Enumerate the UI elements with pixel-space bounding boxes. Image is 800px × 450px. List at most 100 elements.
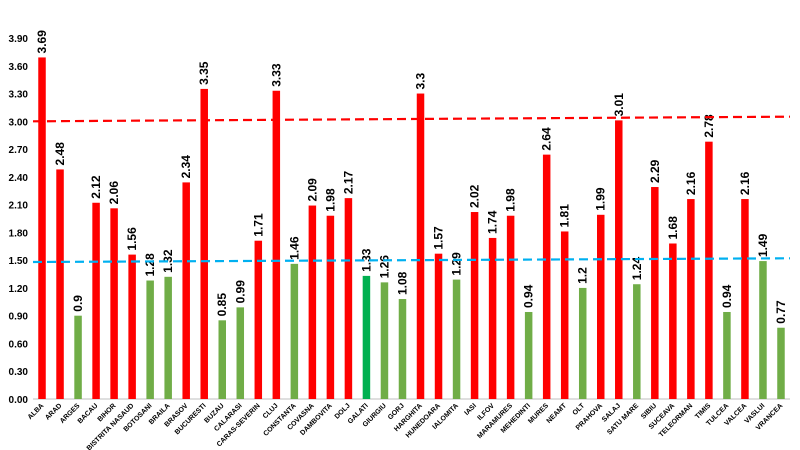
data-label: 2.34 [179, 155, 193, 179]
data-label: 1.98 [504, 188, 518, 212]
data-label: 2.64 [540, 127, 554, 151]
data-label: 1.71 [251, 213, 265, 237]
data-label: 1.68 [666, 216, 680, 240]
data-label: 1.81 [558, 204, 572, 228]
data-label: 1.08 [395, 271, 409, 295]
data-label: 1.98 [323, 188, 337, 212]
y-tick-label: 0.00 [9, 395, 29, 406]
data-label: 2.78 [702, 114, 716, 138]
bar [542, 154, 551, 399]
data-label: 2.17 [341, 170, 355, 194]
bar [434, 253, 443, 399]
y-tick-label: 3.90 [9, 34, 29, 45]
bar [380, 282, 389, 399]
bar [669, 243, 677, 399]
y-tick-label: 3.30 [9, 90, 29, 101]
bars [38, 57, 785, 400]
bar [344, 198, 353, 399]
x-tick-label: ALBA [27, 402, 46, 421]
data-label: 0.99 [233, 280, 247, 304]
data-label: 0.9 [71, 295, 85, 312]
bar [110, 208, 118, 399]
data-label: 1.46 [287, 236, 301, 260]
x-tick-label: NEAMT [546, 402, 569, 425]
data-label: 1.56 [125, 227, 139, 251]
bar [236, 307, 245, 399]
bar [524, 311, 533, 399]
bar [398, 299, 407, 399]
data-label: 1.74 [486, 210, 500, 234]
y-tick-label: 3.60 [9, 62, 29, 73]
bar [200, 88, 208, 400]
data-label: 2.29 [648, 159, 662, 183]
bar [633, 284, 641, 399]
lower-threshold-line [32, 257, 791, 264]
data-label: 1.99 [594, 187, 608, 211]
bar [452, 279, 461, 399]
bar [578, 287, 587, 399]
y-tick-label: 1.50 [9, 256, 29, 267]
data-label: 1.33 [359, 248, 373, 272]
data-label: 1.26 [377, 255, 391, 279]
data-label: 2.09 [305, 178, 319, 202]
data-label: 0.77 [774, 300, 788, 324]
y-tick-label: 1.20 [9, 284, 29, 295]
bar [56, 169, 64, 399]
bar [687, 199, 695, 399]
bar [651, 187, 659, 399]
bar [92, 202, 100, 399]
y-axis: 0.00 0.30 0.60 0.90 1.20 1.50 1.80 2.10 2.40 2.70… [9, 34, 790, 406]
data-label: 0.85 [215, 293, 229, 317]
bar [254, 240, 263, 399]
data-label: 3.69 [35, 30, 49, 54]
bar [741, 199, 749, 399]
bar [723, 311, 731, 399]
bar [182, 182, 190, 399]
data-label: 1.32 [161, 249, 175, 273]
y-tick-label: 0.60 [9, 339, 29, 350]
y-tick-label: 1.80 [9, 228, 29, 239]
data-label: 3.01 [612, 93, 626, 117]
x-tick-label: BACAU [77, 402, 100, 425]
bar [560, 231, 569, 399]
y-tick-label: 2.40 [9, 173, 29, 184]
bar [38, 57, 46, 399]
data-label: 1.28 [143, 253, 157, 277]
bar [326, 215, 335, 399]
bar [506, 215, 515, 399]
data-label: 2.12 [89, 175, 103, 199]
y-tick-label: 2.10 [9, 201, 29, 212]
bar [74, 315, 82, 399]
reference-lines [32, 115, 791, 264]
data-label: 0.94 [720, 284, 734, 308]
bar [362, 275, 371, 399]
upper-threshold-line [32, 115, 791, 123]
value-labels: 3.69 2.48 0.9 2.12 2.06 1.56 1.28 1.32 2.34 3.35 0… [35, 30, 788, 324]
data-label: 3.35 [197, 61, 211, 85]
bar [759, 261, 767, 399]
data-label: 2.02 [468, 184, 482, 208]
data-label: 2.48 [53, 142, 67, 166]
bar [705, 141, 713, 399]
bar [615, 120, 623, 399]
data-label: 2.06 [107, 181, 121, 205]
data-label: 1.2 [576, 267, 590, 284]
bar [308, 205, 317, 399]
bar [164, 276, 172, 399]
data-label: 0.94 [522, 284, 536, 308]
bar [272, 90, 281, 399]
bar [128, 254, 136, 399]
data-label: 3.33 [269, 63, 283, 87]
data-label: 1.24 [630, 257, 644, 281]
data-label: 1.57 [432, 226, 446, 250]
bar [146, 280, 154, 399]
y-tick-label: 2.70 [9, 145, 29, 156]
data-label: 2.16 [738, 171, 752, 195]
data-label: 3.3 [414, 73, 428, 90]
x-tick-label: TELEORMAN [658, 402, 694, 438]
bar [470, 212, 479, 399]
bar [597, 214, 605, 399]
bar [488, 237, 497, 399]
